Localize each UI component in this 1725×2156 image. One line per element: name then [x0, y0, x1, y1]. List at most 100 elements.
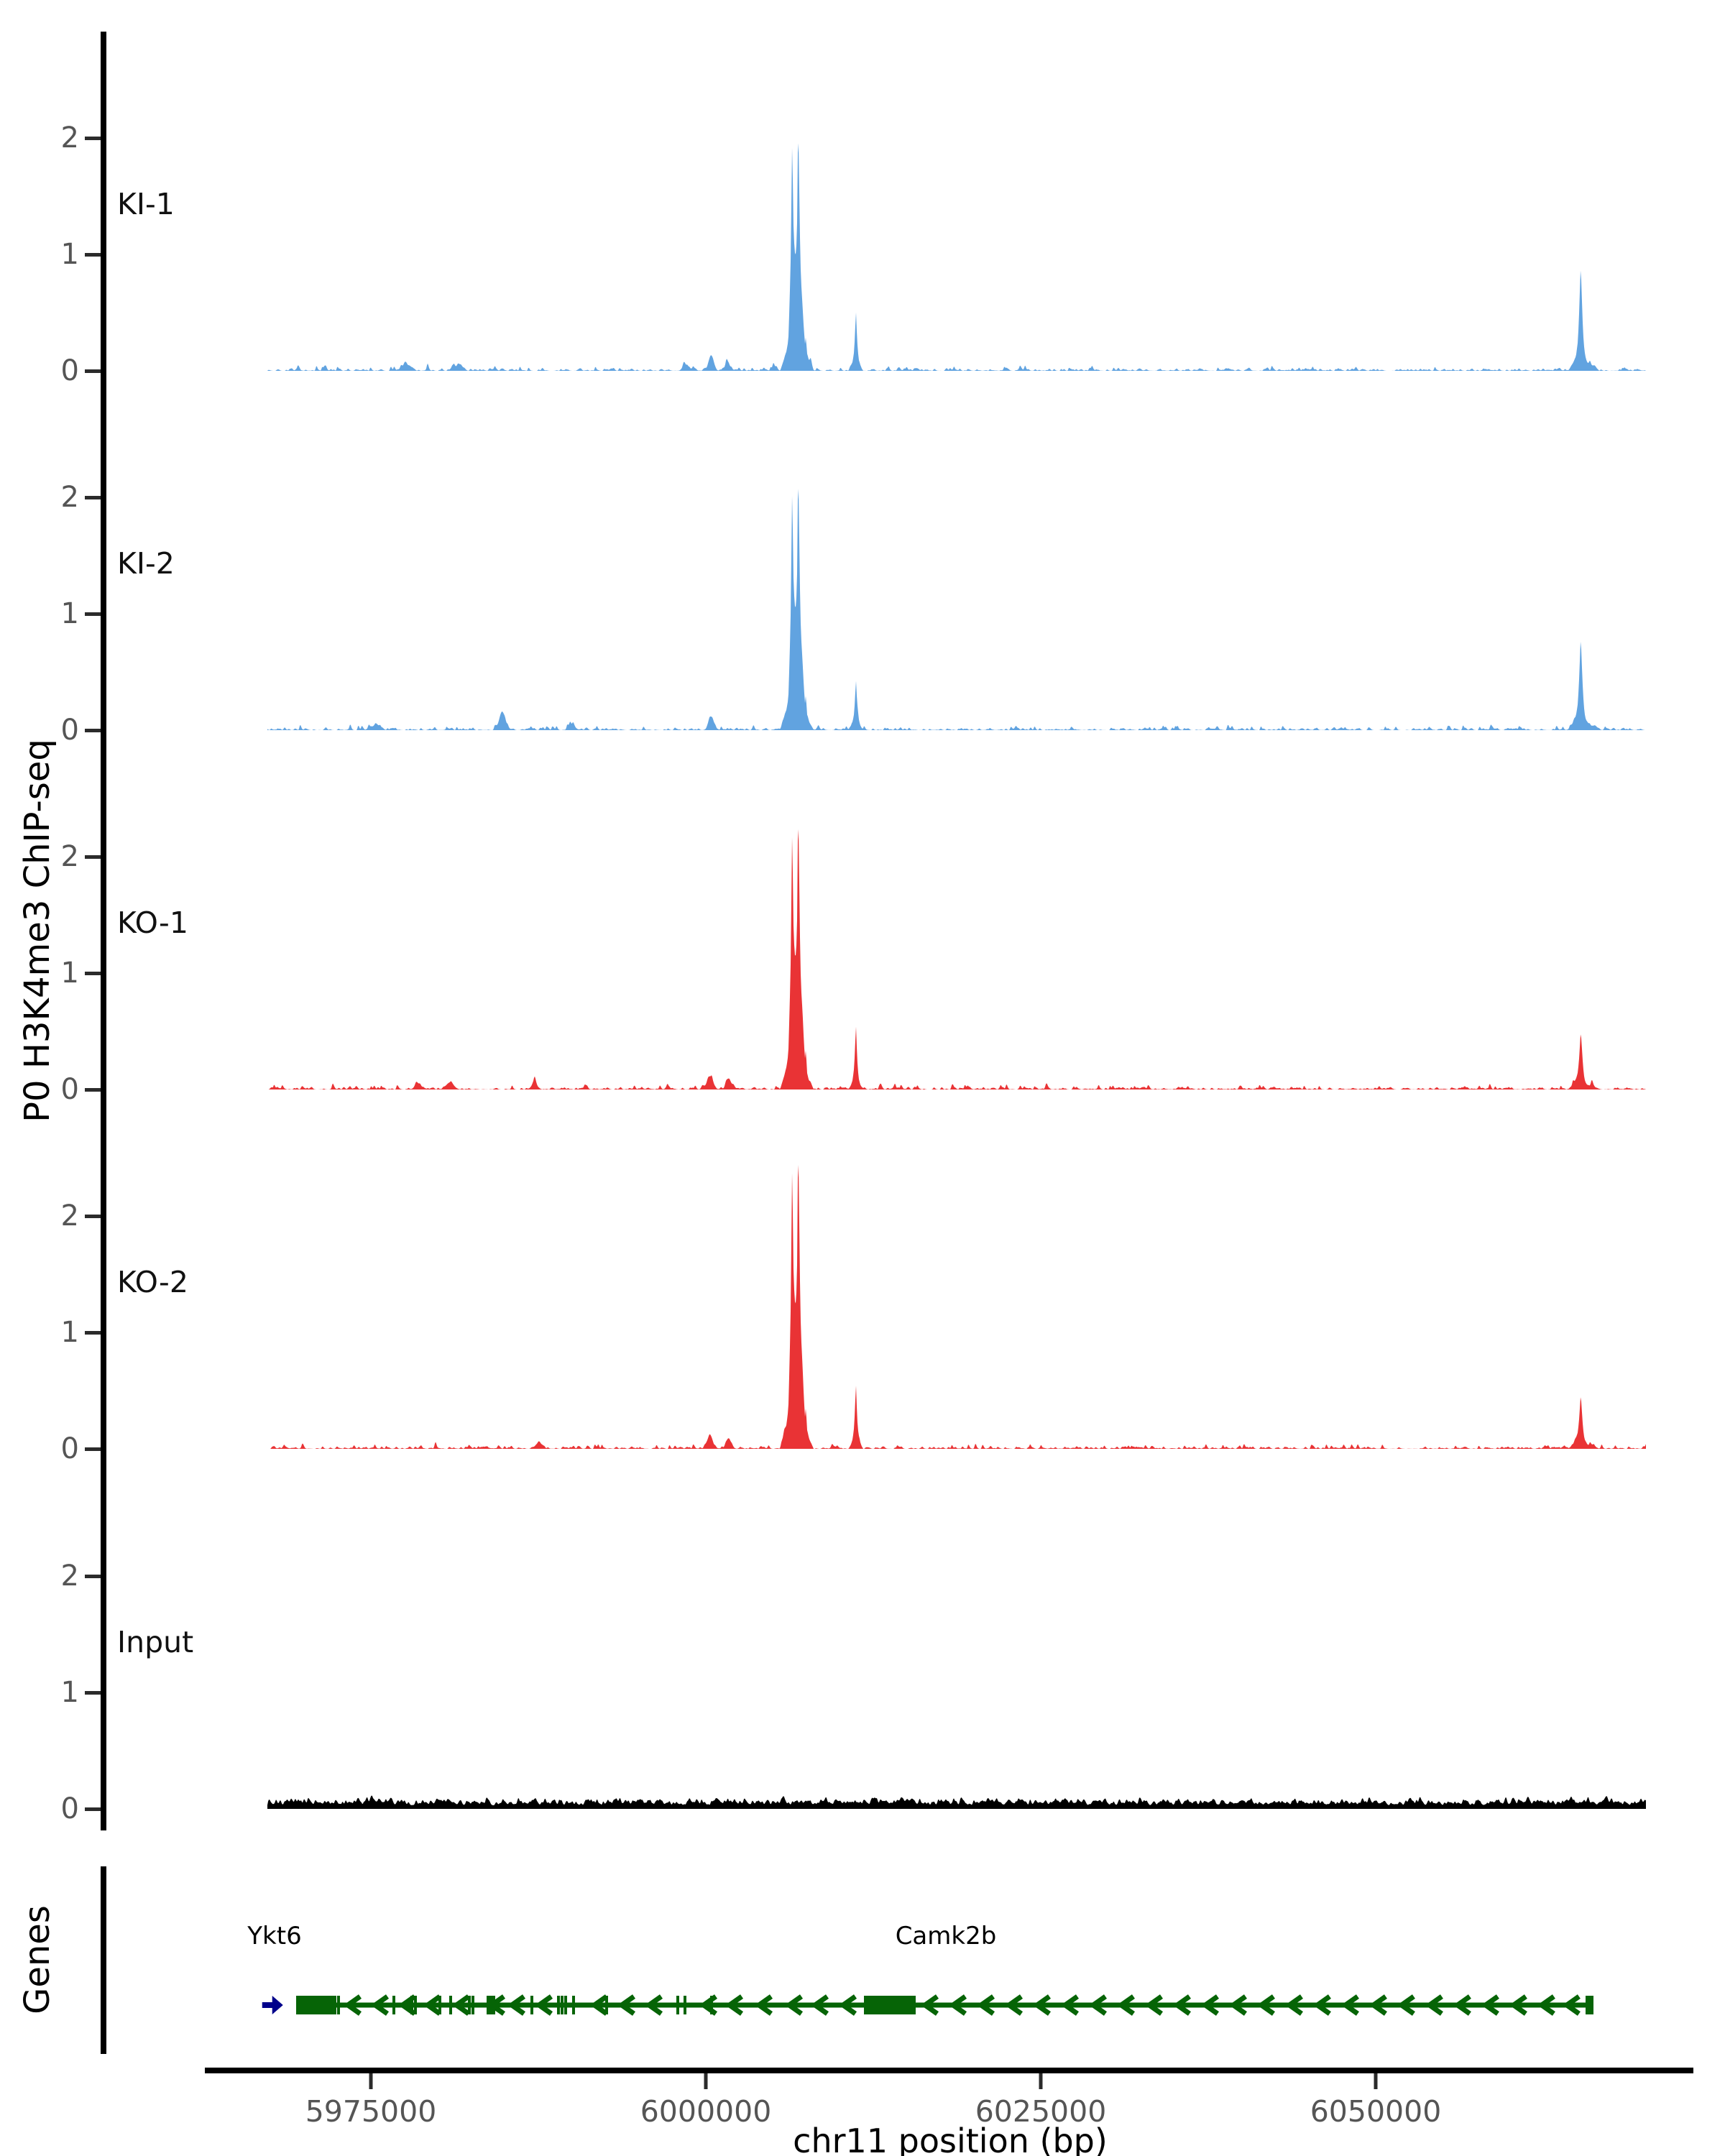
- x-tick-mark-6050000: [1374, 2073, 1378, 2089]
- gene-camk2b-strand-arrow-icon-5: [487, 1994, 506, 2016]
- y-tick-label-KO-1-0: 0: [60, 1073, 79, 1106]
- gene-camk2b-strand-arrow-icon-18: [948, 1994, 967, 2016]
- y-tick-mark-KO-2-2: [85, 1215, 101, 1218]
- track-panel-Input: [85, 1470, 1646, 1830]
- y-tick-mark-KO-1-2: [85, 855, 101, 859]
- signal-area-KO-2: [267, 1165, 1646, 1449]
- gene-camk2b-strand-arrow-icon-2: [397, 1994, 417, 2016]
- gene-camk2b-exon-tick-5: [413, 1996, 417, 2014]
- gene-camk2b-strand-arrow-icon-1: [370, 1994, 390, 2016]
- signal-area-KO-1: [267, 829, 1646, 1089]
- track-panel-KI-2: [85, 391, 1646, 752]
- track-label-KI-2: KI-2: [117, 546, 175, 581]
- y-tick-label-KO-2-2: 2: [60, 1199, 79, 1233]
- y-tick-label-KO-1-2: 2: [60, 840, 79, 873]
- x-axis-title: chr11 position (bp): [793, 2122, 1108, 2156]
- y-tick-label-KI-1-1: 1: [60, 238, 79, 271]
- y-tick-label-Input-0: 0: [60, 1792, 79, 1825]
- gene-camk2b-exon-box-0: [296, 1996, 331, 2014]
- gene-camk2b-strand-arrow-icon-13: [754, 1994, 773, 2016]
- gene-camk2b-exon-tick-15: [605, 1996, 609, 2014]
- gene-camk2b-strand-arrow-icon-32: [1340, 1994, 1359, 2016]
- y-tick-label-KO-2-1: 1: [60, 1316, 79, 1349]
- y-axis-line-KI-2: [101, 391, 106, 752]
- gene-camk2b-exon-tick-3: [392, 1996, 396, 2014]
- track-label-Input: Input: [117, 1625, 194, 1659]
- y-tick-mark-KO-2-1: [85, 1331, 101, 1335]
- y-tick-label-KO-1-1: 1: [60, 957, 79, 990]
- x-tick-label-5975000: 5975000: [305, 2094, 437, 2129]
- gene-camk2b-strand-arrow-icon-12: [724, 1994, 744, 2016]
- gene-camk2b-intron-line: [296, 2002, 1593, 2008]
- track-panel-KO-1: [85, 750, 1646, 1111]
- y-tick-mark-KI-2-0: [85, 729, 101, 732]
- gene-camk2b-strand-arrow-icon-28: [1228, 1994, 1247, 2016]
- x-axis-line: [205, 2068, 1693, 2073]
- y-tick-mark-Input-1: [85, 1691, 101, 1695]
- x-tick-mark-6000000: [704, 2073, 708, 2089]
- gene-camk2b-exon-tick-11: [556, 1996, 560, 2014]
- track-panel-KI-1: [85, 32, 1646, 392]
- gene-camk2b-strand-arrow-icon-14: [784, 1994, 804, 2016]
- gene-camk2b-strand-arrow-icon-37: [1481, 1994, 1499, 2016]
- gene-camk2b-strand-arrow-icon-38: [1509, 1994, 1527, 2016]
- y-tick-label-KI-2-0: 0: [60, 714, 79, 747]
- y-tick-mark-KO-1-1: [85, 972, 101, 975]
- y-axis-line-KO-2: [101, 1110, 106, 1470]
- gene-camk2b-exon-tick-18: [709, 1996, 713, 2014]
- gene-camk2b-strand-arrow-icon-34: [1397, 1994, 1415, 2016]
- gene-camk2b-strand-arrow-icon-7: [534, 1994, 553, 2016]
- track-panel-KO-2: [85, 1110, 1646, 1470]
- y-axis-line-KI-1: [101, 32, 106, 392]
- y-tick-label-KI-1-0: 0: [60, 354, 79, 387]
- y-tick-label-KO-2-0: 0: [60, 1432, 79, 1465]
- x-axis: [205, 2068, 1693, 2089]
- gene-camk2b-strand-arrow-icon-25: [1144, 1994, 1163, 2016]
- gene-camk2b-exon-tick-9: [471, 1996, 474, 2014]
- gene-camk2b-strand-arrow-icon-19: [976, 1994, 995, 2016]
- genes-axis-line: [101, 1866, 106, 2054]
- gene-camk2b-strand-arrow-icon-8: [589, 1994, 609, 2016]
- x-tick-label-6025000: 6025000: [975, 2094, 1107, 2129]
- y-tick-mark-KI-1-0: [85, 369, 101, 373]
- y-tick-mark-KO-1-0: [85, 1088, 101, 1092]
- gene-camk2b-strand-arrow-icon-39: [1537, 1994, 1555, 2016]
- gene-camk2b-exon-tick-8: [468, 1996, 472, 2014]
- gene-camk2b-strand-arrow-icon-36: [1453, 1994, 1471, 2016]
- gene-camk2b-exon-tick-10: [530, 1996, 533, 2014]
- gene-camk2b-exon-tick-12: [560, 1996, 564, 2014]
- gene-camk2b-strand-arrow-icon-3: [423, 1994, 442, 2016]
- gene-camk2b-strand-arrow-icon-40: [1562, 1994, 1581, 2016]
- y-tick-label-KI-2-1: 1: [60, 597, 79, 630]
- gene-camk2b-strand-arrow-icon-17: [920, 1994, 939, 2016]
- gene-camk2b-strand-arrow-icon-23: [1088, 1994, 1107, 2016]
- y-tick-label-Input-1: 1: [60, 1676, 79, 1709]
- gene-camk2b-strand-arrow-icon-20: [1004, 1994, 1024, 2016]
- gene-camk2b-strand-arrow-icon-35: [1425, 1994, 1443, 2016]
- gene-camk2b-strand-arrow-icon-22: [1060, 1994, 1079, 2016]
- gene-camk2b-exon-box-3: [1585, 1996, 1593, 2014]
- gene-camk2b-exon-tick-2: [337, 1996, 341, 2014]
- y-tick-mark-KO-2-0: [85, 1447, 101, 1451]
- gene-camk2b-exon-tick-1: [334, 1996, 337, 2014]
- x-tick-label-6050000: 6050000: [1310, 2094, 1442, 2129]
- track-label-KI-1: KI-1: [117, 187, 175, 221]
- y-tick-mark-KI-1-2: [85, 137, 101, 140]
- y-tick-mark-KI-2-1: [85, 612, 101, 616]
- gene-camk2b-exon-box-2: [864, 1996, 916, 2014]
- gene-camk2b-strand-arrow-icon-33: [1368, 1994, 1387, 2016]
- genes-track: [101, 1866, 1593, 2054]
- gene-label-camk2b: Camk2b: [895, 1922, 997, 1950]
- gene-label-ykt6: Ykt6: [247, 1922, 302, 1950]
- gene-camk2b-exon-tick-6: [438, 1996, 441, 2014]
- gene-camk2b-exon-tick-17: [683, 1996, 686, 2014]
- gene-camk2b-strand-arrow-icon-9: [617, 1994, 636, 2016]
- gene-camk2b-strand-arrow-icon-21: [1032, 1994, 1051, 2016]
- x-tick-label-6000000: 6000000: [640, 2094, 772, 2129]
- gene-camk2b-strand-arrow-icon-27: [1200, 1994, 1219, 2016]
- y-axis-line-KO-1: [101, 750, 106, 1111]
- gene-camk2b-strand-arrow-icon-4: [451, 1994, 471, 2016]
- gene-camk2b-strand-arrow-icon-6: [507, 1994, 526, 2016]
- y-tick-label-Input-2: 2: [60, 1560, 79, 1593]
